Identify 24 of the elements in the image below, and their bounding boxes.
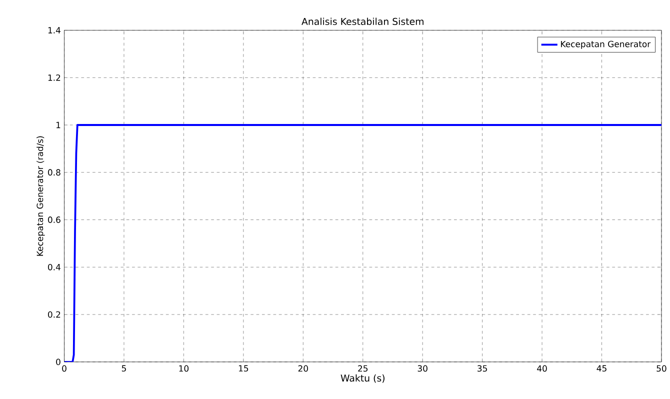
y-tick-label: 0.2	[48, 311, 60, 318]
y-tick-label: 0.8	[48, 169, 60, 176]
y-tick-label: 1	[56, 122, 60, 128]
x-tick-label: 50	[656, 365, 666, 372]
x-axis-title: Waktu (s)	[340, 374, 384, 383]
y-tick-label: 1.2	[48, 74, 60, 81]
x-tick-label: 10	[179, 365, 189, 372]
legend-label: Kecepatan Generator	[561, 40, 651, 49]
x-tick-label: 0	[62, 365, 66, 372]
x-tick-label: 45	[596, 365, 606, 372]
y-tick-label: 0	[56, 358, 60, 366]
line-series	[64, 124, 662, 362]
y-tick-label: 1.4	[48, 27, 60, 34]
x-tick-label: 35	[478, 365, 487, 372]
x-tick-label: 40	[537, 365, 547, 372]
x-tick-label: 30	[418, 365, 428, 372]
y-tick-label: 0.6	[48, 216, 60, 224]
x-tick-label: 25	[358, 365, 368, 372]
x-tick-label: 20	[298, 365, 308, 372]
x-tick-label: 5	[122, 365, 126, 372]
y-axis-title: Kecepatan Generator (rad/s)	[36, 136, 45, 256]
y-tick-label: 0.4	[48, 264, 60, 270]
x-tick-label: 15	[238, 365, 248, 372]
chart-title: Analisis Kestabilan Sistem	[302, 18, 424, 26]
